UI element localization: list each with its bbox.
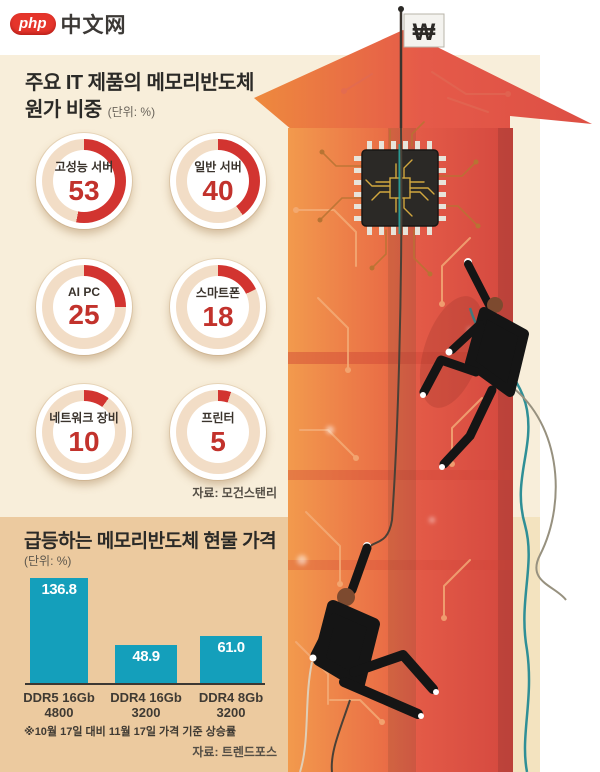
axis-label-line2: 3200 xyxy=(216,705,246,720)
gauge-label: 고성능 서버 xyxy=(54,159,114,174)
top-chart-source: 자료: 모건스탠리 xyxy=(192,486,277,500)
top-chart-title: 주요 IT 제품의 메모리반도체 원가 비중 (단위: %) xyxy=(25,70,254,126)
axis-label-line2: 3200 xyxy=(131,705,161,720)
bar-ddr5-16gb: 136.8 xyxy=(30,578,88,683)
gauge-center: 네트워크 장비 10 xyxy=(49,401,119,463)
gauge-center: AI PC 25 xyxy=(53,276,115,338)
gauge-value: 5 xyxy=(210,425,226,457)
gauge-network-equipment: 네트워크 장비 10 xyxy=(36,384,132,480)
bottom-chart-unit: (단위: %) xyxy=(24,554,72,568)
axis-label-line1: DDR4 8Gb xyxy=(198,690,264,705)
gauge-label: AI PC xyxy=(67,285,100,299)
gauge-label: 스마트폰 xyxy=(195,285,241,300)
bar-chart: 136.8 48.9 61.0 xyxy=(25,578,265,685)
bar-value-label: 48.9 xyxy=(132,648,160,665)
gauge-value: 53 xyxy=(68,174,100,206)
gauge-center: 고성능 서버 53 xyxy=(53,150,115,212)
gauge-center: 스마트폰 18 xyxy=(187,276,249,338)
site-logo-text: 中文网 xyxy=(60,14,127,37)
site-logo: php 中文网 xyxy=(10,9,127,39)
bar-ddr4-8gb: 61.0 xyxy=(200,636,262,683)
won-symbol: ₩ xyxy=(413,19,436,46)
gauge-center: 일반 서버 40 xyxy=(187,150,249,212)
php-logo-icon: php xyxy=(10,13,56,35)
gauge-value: 18 xyxy=(202,300,234,332)
gauge-ai-pc: AI PC 25 xyxy=(36,259,132,355)
top-chart-title-line2: 원가 비중 (단위: %) xyxy=(25,99,156,121)
bar-value-label: 61.0 xyxy=(217,639,245,656)
top-chart-unit: (단위: %) xyxy=(107,105,156,119)
right-strip-background xyxy=(513,517,540,772)
bar-axis-label: DDR4 16Gb 3200 xyxy=(96,690,196,720)
bottom-chart-note: ※10월 17일 대비 11월 17일 가격 기준 상승률 xyxy=(24,726,236,738)
bottom-chart-title: 급등하는 메모리반도체 현물 가격 xyxy=(24,531,277,552)
gauge-value: 10 xyxy=(68,425,100,457)
axis-label-line1: DDR5 16Gb xyxy=(23,690,95,705)
axis-label-line2: 4800 xyxy=(44,705,74,720)
gauge-center: 프린터 5 xyxy=(187,401,249,463)
gauge-smartphone: 스마트폰 18 xyxy=(170,259,266,355)
gauge-label: 일반 서버 xyxy=(194,159,242,174)
gauge-label: 네트워크 장비 xyxy=(49,410,119,425)
bar-axis-label: DDR5 16Gb 4800 xyxy=(9,690,109,720)
axis-label-line1: DDR4 16Gb xyxy=(110,690,182,705)
gauge-label: 프린터 xyxy=(201,410,235,425)
bottom-chart-source: 자료: 트렌드포스 xyxy=(192,745,277,759)
gauge-high-performance-server: 고성능 서버 53 xyxy=(36,133,132,229)
gauge-value: 25 xyxy=(68,299,100,330)
bar-ddr4-16gb: 48.9 xyxy=(115,645,177,683)
top-chart-title-line1: 주요 IT 제품의 메모리반도체 xyxy=(25,72,254,94)
bar-axis-label: DDR4 8Gb 3200 xyxy=(181,690,281,720)
gauge-printer: 프린터 5 xyxy=(170,384,266,480)
gauge-general-server: 일반 서버 40 xyxy=(170,133,266,229)
gauge-value: 40 xyxy=(202,174,234,206)
bar-value-label: 136.8 xyxy=(41,581,77,598)
